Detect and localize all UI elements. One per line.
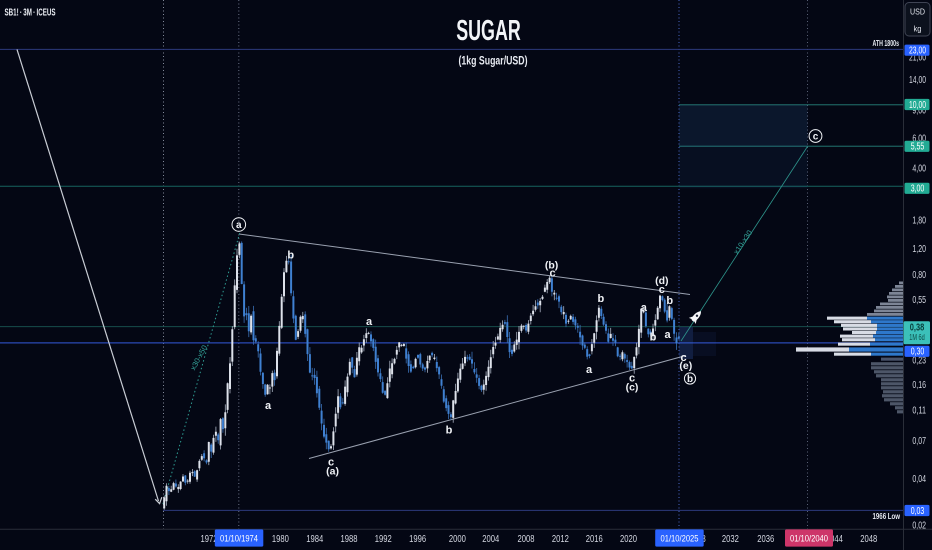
svg-text:c: c (629, 373, 635, 385)
svg-text:5,55: 5,55 (911, 142, 925, 153)
svg-text:kg: kg (914, 25, 922, 34)
svg-text:1,80: 1,80 (912, 215, 926, 226)
svg-text:6,00: 6,00 (912, 133, 926, 144)
svg-text:c: c (813, 132, 819, 143)
svg-text:a: a (641, 302, 648, 314)
svg-text:2016: 2016 (586, 534, 603, 545)
svg-text:01/10/1974: 01/10/1974 (220, 534, 258, 544)
svg-text:0,55: 0,55 (912, 295, 926, 306)
svg-text:2044: 2044 (826, 534, 843, 545)
svg-text:USD: USD (910, 8, 925, 17)
svg-text:SB1! · 3M · ICEUS: SB1! · 3M · ICEUS (5, 8, 56, 19)
svg-text:a: a (236, 220, 242, 231)
svg-text:x10-x30: x10-x30 (732, 228, 755, 255)
svg-text:c: c (328, 457, 334, 469)
svg-text:(e): (e) (679, 360, 692, 372)
svg-text:0,04: 0,04 (912, 474, 926, 485)
svg-text:SUGAR: SUGAR (456, 15, 521, 47)
svg-text:b: b (650, 332, 657, 344)
svg-text:9,00: 9,00 (912, 106, 926, 117)
svg-text:1984: 1984 (306, 534, 323, 545)
svg-text:0,80: 0,80 (912, 270, 926, 281)
svg-text:23,00: 23,00 (909, 46, 926, 57)
svg-text:4,00: 4,00 (912, 163, 926, 174)
svg-text:b: b (666, 295, 673, 307)
svg-text:(b): (b) (545, 260, 558, 272)
svg-text:1980: 1980 (272, 534, 289, 545)
svg-text:1996: 1996 (409, 534, 426, 545)
svg-text:(1kg Sugar/USD): (1kg Sugar/USD) (459, 56, 528, 68)
svg-text:2032: 2032 (722, 534, 739, 545)
svg-text:1992: 1992 (375, 534, 392, 545)
svg-text:(c): (c) (626, 382, 639, 394)
svg-text:3,00: 3,00 (911, 184, 925, 195)
svg-text:b: b (598, 293, 605, 305)
svg-text:1,20: 1,20 (912, 244, 926, 255)
svg-text:a: a (664, 329, 671, 341)
svg-text:a: a (366, 316, 373, 328)
svg-text:21,00: 21,00 (909, 52, 926, 63)
svg-text:ATH 1800s: ATH 1800s (873, 38, 900, 48)
svg-text:(a): (a) (326, 466, 339, 478)
svg-text:c: c (550, 268, 556, 280)
svg-text:b: b (687, 374, 693, 385)
svg-text:01/10/2040: 01/10/2040 (790, 534, 828, 544)
svg-text:0,16: 0,16 (912, 380, 926, 391)
svg-text:1988: 1988 (341, 534, 358, 545)
svg-text:2004: 2004 (482, 534, 499, 545)
svg-text:a: a (265, 400, 272, 412)
svg-text:14,00: 14,00 (909, 75, 926, 86)
svg-text:2036: 2036 (757, 534, 774, 545)
svg-text:x30-x50: x30-x50 (188, 344, 209, 372)
svg-text:b: b (446, 425, 453, 437)
svg-text:2000: 2000 (449, 534, 466, 545)
svg-text:(d): (d) (655, 275, 668, 287)
svg-text:2048: 2048 (860, 534, 877, 545)
svg-text:0,30: 0,30 (911, 347, 925, 358)
svg-text:1966 Low: 1966 Low (873, 511, 901, 521)
svg-text:1M 6d: 1M 6d (909, 333, 925, 342)
svg-text:0,07: 0,07 (912, 436, 926, 447)
svg-text:2020: 2020 (620, 534, 637, 545)
svg-text:1972: 1972 (201, 534, 218, 545)
svg-text:0,02: 0,02 (912, 520, 926, 531)
svg-text:2012: 2012 (552, 534, 569, 545)
svg-text:b: b (287, 250, 294, 262)
svg-text:01/10/2025: 01/10/2025 (661, 534, 699, 544)
svg-text:2008: 2008 (518, 534, 535, 545)
svg-text:0,38: 0,38 (910, 322, 925, 333)
svg-text:c: c (659, 284, 665, 296)
svg-text:c: c (680, 352, 686, 364)
svg-text:0,11: 0,11 (912, 405, 926, 416)
svg-text:0,03: 0,03 (911, 506, 925, 517)
svg-text:a: a (586, 364, 593, 376)
svg-text:10,00: 10,00 (909, 100, 926, 111)
svg-text:0,23: 0,23 (912, 355, 926, 366)
